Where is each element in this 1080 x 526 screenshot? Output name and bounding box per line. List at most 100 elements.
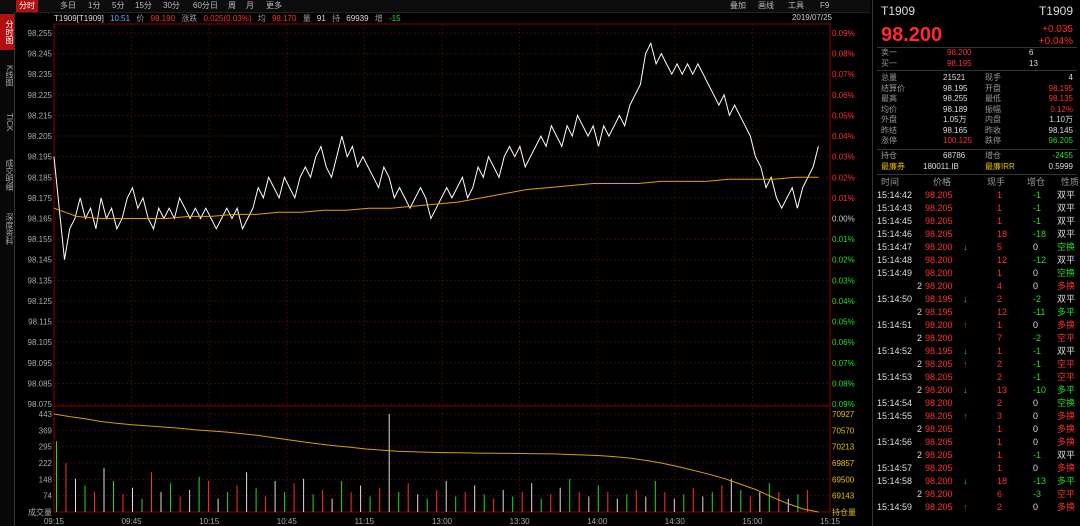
tab-7[interactable]: 日 [210,1,218,10]
tick-row[interactable]: 15:14:46 98.205 18 -18 双平 [877,228,1079,241]
volume-bar [331,498,333,512]
tick-header-cell: 增仓 [1027,177,1046,187]
tick-row[interactable]: 15:14:49 98.200 1 0 空换 [877,267,1079,280]
pct-tick-label: 0.06% [832,91,855,100]
pct-tick-label: 0.01% [832,194,855,203]
side-nav-item-2[interactable]: TICK [5,112,14,132]
tick-row[interactable]: 2 98.200 6 -3 空平 [877,488,1079,501]
volume-label: 量 [302,14,311,23]
tick-row[interactable]: 15:14:42 98.205 1 -1 双平 [877,189,1079,202]
quote-time: 10:51 [110,14,131,23]
volume-bar [578,492,580,512]
tab-5[interactable]: 30分 [163,1,180,10]
tick-row[interactable]: 2 98.195 12 -11 多平 [877,306,1079,319]
tab-10[interactable]: 更多 [266,1,282,10]
tick-volume: 12 [997,307,1008,317]
side-nav: 分时图 K线图 TICK 成交明细深度资料 [0,12,15,526]
side-nav-item-3[interactable]: 成交明细 [5,159,14,191]
volume-bar [749,496,751,512]
tick-volume: 1 [997,216,1003,226]
stat-label: 现手 [985,73,1001,82]
tool-3[interactable]: F9 [820,1,830,10]
tick-nature: 双平 [1057,216,1076,226]
volume-bar [569,478,571,512]
tick-price: 98.205 [925,229,953,239]
volume-bar [141,498,143,512]
oi-tick-label: 持仓量 [832,507,856,517]
tick-row[interactable]: 2 98.205 1 -1 双平 [877,449,1079,462]
tick-row[interactable]: 15:14:56 98.205 1 0 多换 [877,436,1079,449]
tab-3[interactable]: 5分 [112,1,125,10]
time-tick-label: 10:45 [277,517,298,526]
tick-row[interactable]: 15:14:54 98.200 2 0 空换 [877,397,1079,410]
tool-0[interactable]: 叠加 [730,1,746,10]
tick-row[interactable]: 2 98.200 4 0 多换 [877,280,1079,293]
intraday-chart-svg[interactable]: 98.255 0.09% 98.245 0.08% 98.235 0.07% 98.225 0… [14,12,872,526]
tick-row[interactable]: 15:14:55 98.205 ↑ 3 0 多换 [877,410,1079,423]
price-tick-label: 98.215 [28,111,53,120]
stat-value: 4 [1068,73,1073,82]
tick-row[interactable]: 15:14:52 98.195 ↓ 1 -1 双平 [877,345,1079,358]
tick-row[interactable]: 15:14:53 98.205 2 -1 空平 [877,371,1079,384]
tick-nature: 双平 [1057,229,1076,239]
tab-6[interactable]: 60分 [193,1,210,10]
tick-time: 15:14:51 [877,320,913,330]
tab-1[interactable]: 多日 [60,1,76,10]
tick-row[interactable]: 15:14:48 98.200 12 -12 双平 [877,254,1079,267]
volume-bar [626,494,628,512]
tick-price: 98.200 [925,281,953,291]
side-nav-item-4[interactable]: 深度资料 [5,213,14,245]
volume-bar [635,489,637,512]
tick-row[interactable]: 2 98.200 ↓ 13 -10 多平 [877,384,1079,397]
tab-8[interactable]: 周 [228,1,236,10]
side-nav-item-1[interactable]: K线图 [5,65,14,87]
tab-0[interactable]: 分时 [16,0,38,12]
tick-header-cell: 价格 [933,177,952,187]
tab-9[interactable]: 月 [246,1,254,10]
tick-row[interactable]: 15:14:57 98.205 1 0 多换 [877,462,1079,475]
pct-tick-label: 0.03% [832,276,855,285]
tick-row[interactable]: 2 98.205 1 0 多换 [877,423,1079,436]
tick-row[interactable]: 15:14:51 98.200 ↑ 1 0 多换 [877,319,1079,332]
tick-row[interactable]: 15:14:43 98.205 1 -1 双平 [877,202,1079,215]
tick-volume: 6 [997,489,1003,499]
volume-bar [369,496,371,512]
ask-row[interactable]: 卖一 98.200 6 [881,48,1073,58]
volume-bar [151,472,152,512]
tick-row[interactable]: 15:14:59 98.205 ↑ 2 0 多换 [877,501,1079,514]
stat-label: 昨收 [985,125,1001,135]
tick-time: 15:14:45 [877,216,913,226]
stat-label: 振幅 [985,104,1001,114]
tool-1[interactable]: 画线 [758,1,774,10]
tick-row[interactable]: 15:14:47 98.200 ↓ 5 0 空换 [877,241,1079,254]
tick-row[interactable]: 2 98.200 7 -2 空平 [877,332,1079,345]
tick-price: 98.200 [925,385,953,395]
irr-label: 最廉IRR [985,162,1015,171]
tick-oi-change: 0 [1033,502,1039,512]
bid-row[interactable]: 买一 98.195 13 [881,59,1073,69]
pct-tick-label: 0.08% [832,50,855,59]
tick-oi-change: -1 [1033,216,1042,226]
time-tick-label: 13:00 [432,517,453,526]
tick-direction-icon: ↓ [963,294,968,304]
stat-label: 涨停 [881,136,897,145]
tick-row[interactable]: 15:14:58 98.200 ↓ 18 -13 多平 [877,475,1079,488]
tick-row[interactable]: 2 98.205 ↑ 2 -1 空平 [877,358,1079,371]
tick-row[interactable]: 15:14:45 98.205 1 -1 双平 [877,215,1079,228]
ask-volume: 6 [1029,48,1034,57]
side-nav-item-0[interactable]: 分时图 [0,14,14,50]
volume-bar [702,496,704,512]
stat-value: 96.205 [1048,136,1073,145]
time-tick-label: 10:15 [199,517,220,526]
tick-time: 15:14:48 [877,255,913,265]
tick-volume: 12 [997,255,1008,265]
tab-2[interactable]: 1分 [88,1,101,10]
tab-4[interactable]: 15分 [135,1,152,10]
tick-oi-change: 0 [1033,242,1039,252]
tool-2[interactable]: 工具 [788,1,804,10]
bid-price: 98.195 [947,59,972,68]
volume-tick-label: 成交量 [28,507,52,517]
volume-bar [588,496,590,512]
tick-row[interactable]: 15:14:50 98.195 ↓ 2 -2 双平 [877,293,1079,306]
volume-bar [84,485,86,512]
